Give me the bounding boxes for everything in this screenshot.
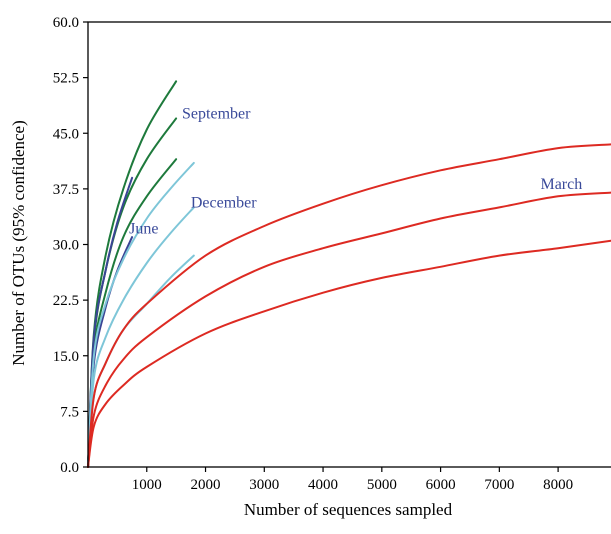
series-labels: September December June March (129, 105, 582, 237)
y-axis-title: Number of OTUs (95% confidence) (9, 120, 28, 365)
series-line-september-3 (87, 158, 178, 468)
y-tick-label: 22.5 (53, 293, 79, 309)
series-line-march-1 (87, 143, 611, 468)
x-tick-label: 6000 (426, 477, 456, 493)
y-tick-label: 45.0 (53, 126, 79, 142)
series-label-december: December (191, 194, 257, 211)
y-tick-label: 60.0 (53, 15, 79, 31)
series-line-december-2 (87, 206, 195, 468)
series-line-march-3 (87, 239, 611, 468)
x-tick-label: 3000 (249, 477, 279, 493)
series-line-march-2 (87, 191, 611, 468)
series-line-december-3 (87, 254, 195, 468)
y-tick-label: 37.5 (53, 182, 79, 198)
series-label-june: June (129, 220, 158, 237)
x-tick-label: 2000 (191, 477, 221, 493)
series-curves (87, 80, 611, 468)
y-tick-label: 7.5 (60, 404, 79, 420)
axes: 0.0 7.5 15.0 22.5 30.0 37.5 45.0 52.5 60.0 1000 20… (53, 15, 611, 493)
x-tick-label: 8000 (543, 477, 573, 493)
plot-frame (87, 21, 611, 468)
x-tick-label: 4000 (308, 477, 338, 493)
series-label-march: March (540, 176, 582, 193)
x-axis-title: Number of sequences sampled (244, 500, 453, 519)
series-line-december-1 (87, 161, 195, 468)
y-tick-label: 0.0 (60, 460, 79, 476)
x-tick-label: 5000 (367, 477, 397, 493)
y-tick-label: 52.5 (53, 71, 79, 87)
y-tick-label: 15.0 (53, 349, 79, 365)
y-tick-label: 30.0 (53, 238, 79, 254)
x-tick-label: 1000 (132, 477, 162, 493)
x-tick-label: 7000 (484, 477, 514, 493)
series-label-september: September (182, 105, 251, 122)
